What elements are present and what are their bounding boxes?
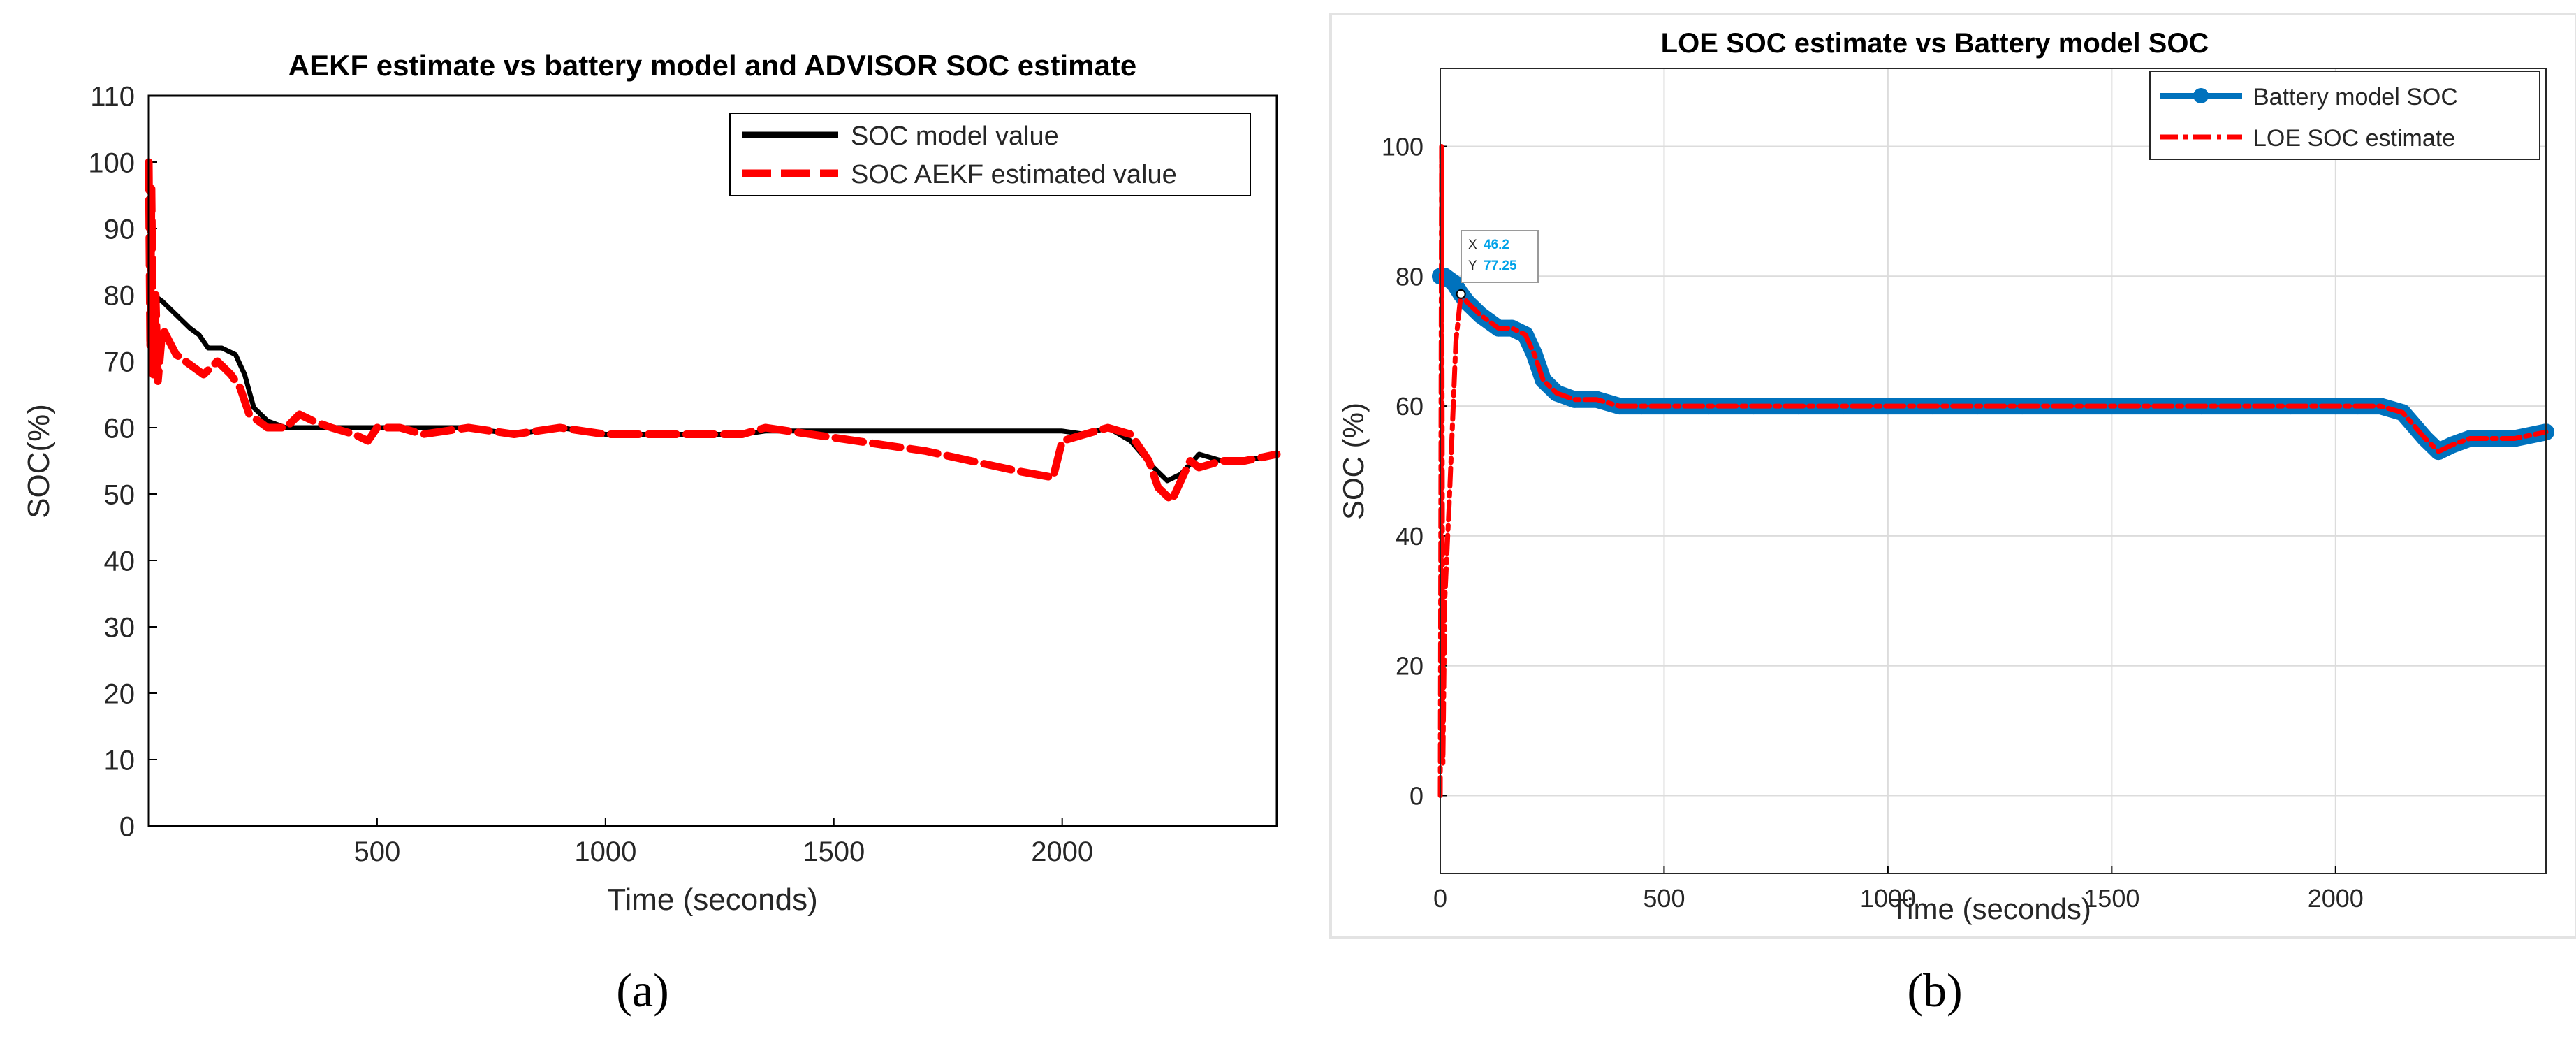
data-tip[interactable]: X 46.2 Y 77.25 [1456,230,1539,299]
y-tick-label: 0 [119,811,135,842]
y-tick-label: 70 [104,347,136,377]
x-tick-label: 2000 [1031,836,1093,867]
chart-aekf-legend-box [729,113,1251,196]
y-tick-label: 100 [88,147,135,178]
legend-label-loe: LOE SOC estimate [2253,125,2455,152]
legend-label-aekf: SOC AEKF estimated value [851,160,1177,189]
legend-marker-battery [2193,88,2209,103]
y-tick-label: 110 [90,81,135,112]
caption-b: (b) [1907,964,1962,1017]
y-tick-label: 60 [1396,392,1424,421]
chart-aekf-legend: SOC model value SOC AEKF estimated value [729,113,1251,196]
chart-aekf-title: AEKF estimate vs battery model and ADVIS… [288,49,1136,82]
y-tick-label: 20 [104,679,136,709]
x-tick-label: 2000 [2308,884,2364,913]
x-tick-label: 1000 [574,836,636,867]
series-line-loe-soc-estimate [1437,144,2549,798]
chart-loe-plot-frame [1440,68,2547,874]
x-tick-label: 0 [1433,884,1447,913]
caption-a: (a) [616,964,668,1017]
y-tick-label: 30 [104,612,136,643]
chart-loe-x-axis-label: Time (seconds) [1890,892,2091,925]
x-tick-label: 500 [1643,884,1685,913]
y-tick-label: 90 [104,214,136,245]
data-tip-x-label: X [1468,238,1477,252]
chart-loe-legend-box [2149,71,2540,160]
series-line-soc-aekf-estimated-value [145,158,1281,505]
x-tick-label: 500 [354,836,401,867]
chart-aekf-y-axis-label: SOC(%) [22,404,56,518]
data-tip-y-label: Y [1468,259,1477,273]
chart-aekf-x-axis-label: Time (seconds) [607,883,818,917]
y-tick-label: 40 [104,546,136,576]
chart-loe-background [1329,13,2576,939]
y-tick-label: 80 [1396,262,1424,291]
y-tick-label: 0 [1410,781,1424,810]
chart-aekf: AEKF estimate vs battery model and ADVIS… [0,0,1299,1017]
data-tip-x-value: 46.2 [1484,238,1509,252]
y-tick-label: 100 [1382,132,1424,161]
y-tick-label: 80 [104,280,136,311]
legend-label-battery: Battery model SOC [2253,84,2458,110]
legend-label-model: SOC model value [851,122,1059,151]
y-tick-label: 40 [1396,522,1424,551]
chart-loe: LOE SOC estimate vs Battery model SOC 0 5… [1329,13,2576,1017]
y-tick-label: 50 [104,479,136,510]
chart-aekf-plot-frame [147,94,1278,827]
data-tip-box [1461,230,1539,283]
chart-loe-y-axis-label: SOC (%) [1337,403,1370,520]
y-tick-label: 10 [104,745,136,776]
data-tip-y-value: 77.25 [1484,259,1517,273]
y-tick-label: 20 [1396,652,1424,681]
x-tick-label: 1500 [803,836,865,867]
y-tick-label: 60 [104,413,136,444]
data-tip-marker[interactable] [1456,289,1466,299]
x-tick-label: 1500 [2084,884,2139,913]
chart-loe-title: LOE SOC estimate vs Battery model SOC [1661,28,2209,59]
chart-loe-legend: Battery model SOC LOE SOC estimate [2149,71,2540,160]
x-tick-label: 1000 [1860,884,1916,913]
